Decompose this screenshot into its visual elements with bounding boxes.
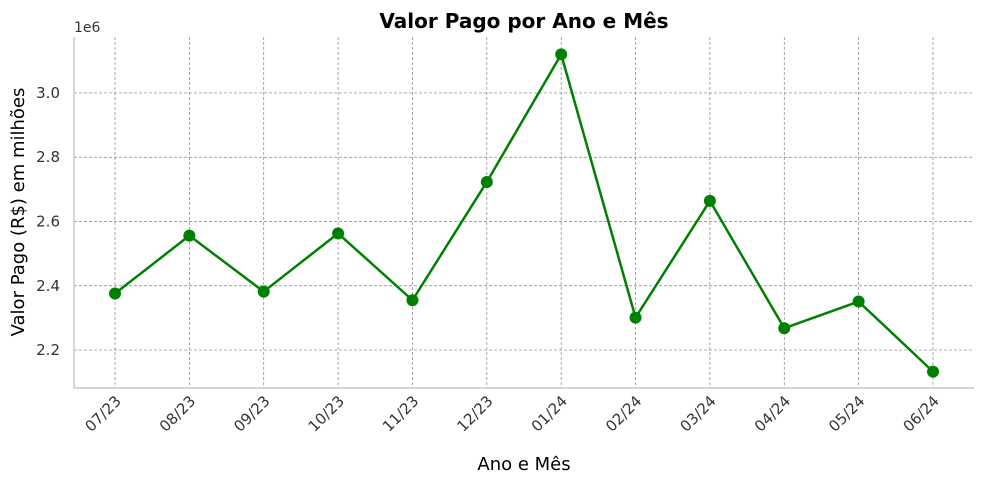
x-tick-label: 01/24 (528, 392, 571, 435)
x-axis-ticks: 07/23 08/23 09/23 10/23 11/23 12/23 01/24 02/24… (82, 392, 943, 435)
data-points (109, 48, 939, 378)
x-tick-label: 07/23 (82, 392, 125, 435)
data-point (406, 294, 419, 307)
data-point (852, 295, 865, 308)
y-axis-ticks: 2.2 2.4 2.6 2.8 3.0 (36, 84, 60, 359)
data-point (480, 175, 493, 188)
y-axis-offset-label: 1e6 (74, 20, 101, 36)
data-point (778, 322, 791, 335)
data-point (332, 227, 345, 240)
data-point (257, 285, 270, 298)
x-tick-label: 04/24 (751, 392, 794, 435)
x-axis-label: Ano e Mês (477, 454, 570, 475)
y-tick-label: 3.0 (36, 84, 60, 102)
grid (74, 37, 974, 388)
series-line (114, 53, 934, 373)
y-tick-label: 2.2 (36, 341, 60, 359)
x-tick-label: 09/23 (230, 392, 273, 435)
data-point (927, 365, 939, 378)
data-point (109, 287, 121, 300)
x-tick-label: 10/23 (305, 392, 348, 435)
y-tick-label: 2.6 (36, 213, 60, 231)
x-tick-label: 06/24 (900, 392, 943, 435)
x-tick-label: 05/24 (825, 392, 868, 435)
y-axis-label: Valor Pago (R$) em milhões (8, 88, 29, 337)
data-point (555, 48, 568, 61)
x-tick-label: 11/23 (379, 392, 422, 435)
x-tick-label: 08/23 (156, 392, 199, 435)
y-tick-label: 2.4 (36, 277, 60, 295)
chart-title: Valor Pago por Ano e Mês (379, 9, 668, 33)
data-point (183, 229, 196, 242)
x-tick-label: 02/24 (602, 392, 645, 435)
x-tick-label: 03/24 (676, 392, 719, 435)
y-tick-label: 2.8 (36, 148, 60, 166)
data-point (703, 194, 716, 207)
data-point (629, 311, 642, 324)
x-tick-label: 12/23 (453, 392, 496, 435)
